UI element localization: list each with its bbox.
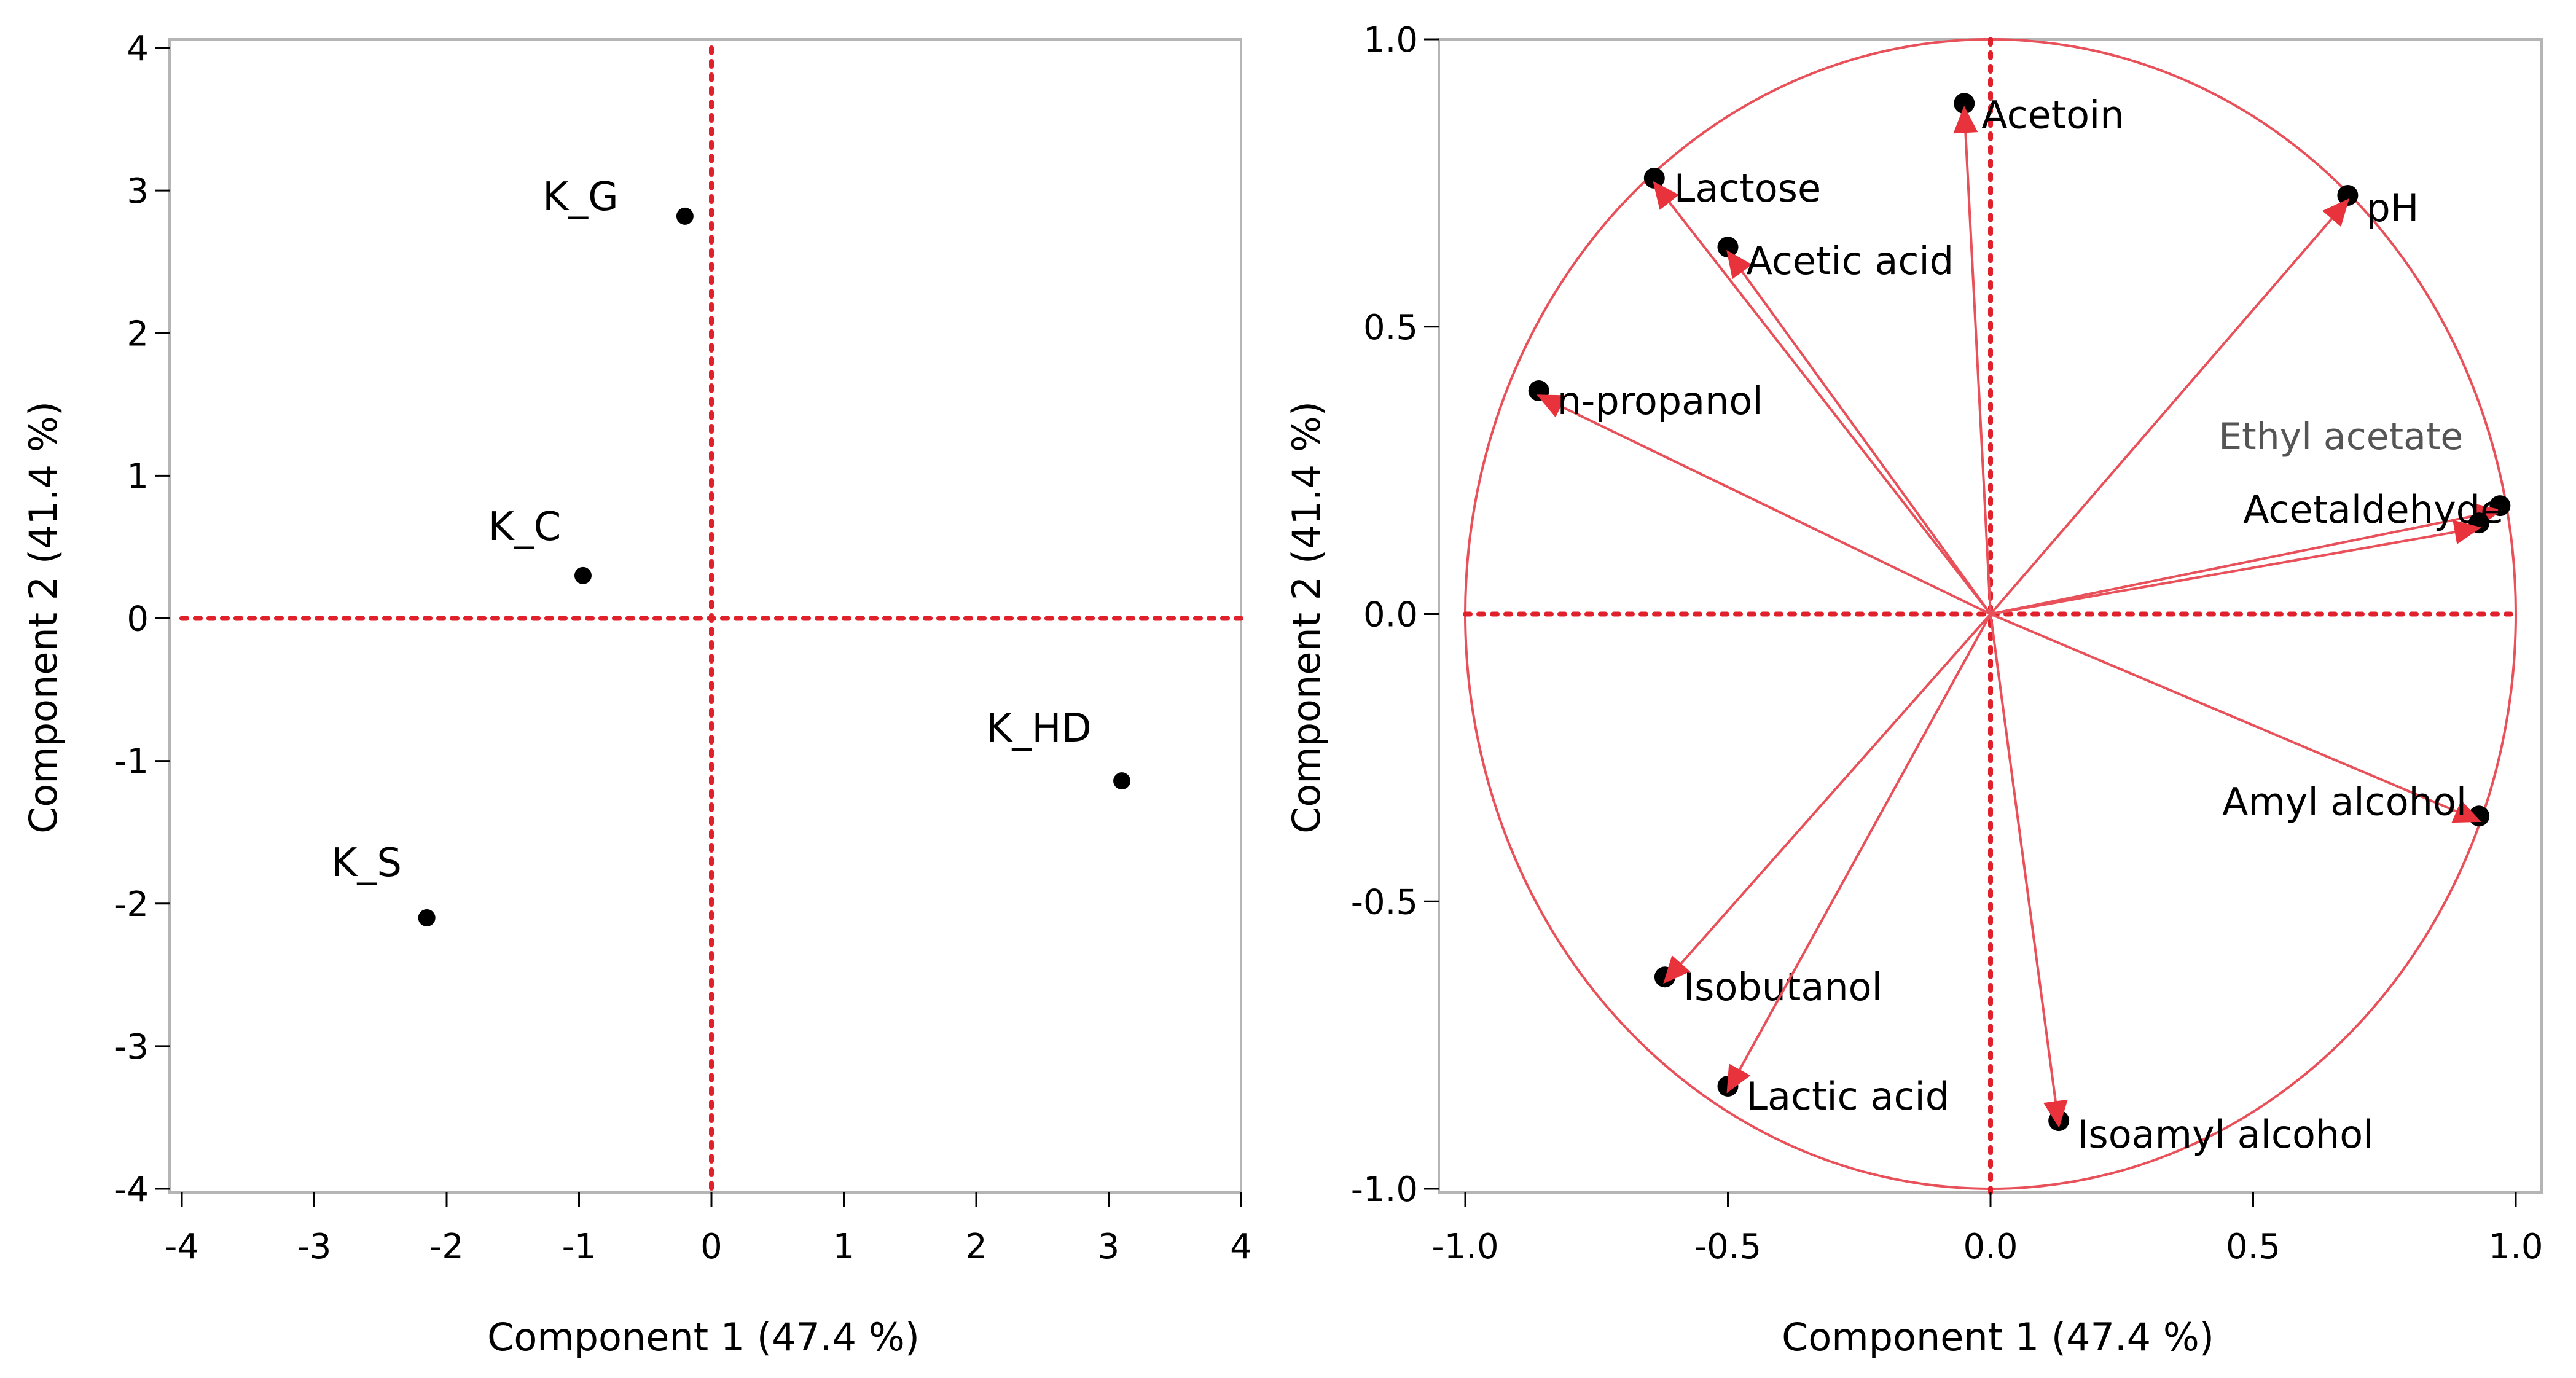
loading-arrowhead [1726,1063,1751,1094]
loading-arrowhead [2322,198,2350,227]
loading-label: Lactose [1674,166,1821,211]
score-plot-x-tick-label: -3 [297,1227,332,1267]
loading-arrowhead [1537,394,1567,418]
score-point-label: K_G [542,174,619,220]
loading-vector [1726,251,1992,615]
loading-plot-y-tick-label: 0.0 [1363,595,1418,635]
loading-plot-x-tick-label: -0.5 [1694,1227,1761,1267]
loading-label: Acetoin [1981,92,2124,137]
loading-marker [1954,93,1975,114]
loading-vector [1664,613,1992,983]
loading-label: Acetaldehyde [2243,487,2504,532]
loading-plot-x-tick-label: 1.0 [2488,1227,2543,1267]
loading-plot-x-tick-label: 0.5 [2226,1227,2280,1267]
loading-vector [1989,199,2349,615]
loading-label: Acetic acid [1747,238,1954,283]
loading-vector [1538,394,1991,616]
loading-marker [1643,167,1665,189]
loading-label: n-propanol [1557,378,1763,423]
loading-vector [1963,108,1992,614]
score-point [1113,772,1131,790]
score-plot-y-tick-label: 3 [127,171,149,211]
loading-label: Isobutanol [1683,965,1882,1009]
loading-arrowhead [1953,106,1978,134]
score-point-label: K_C [488,504,562,550]
loading-vector [1726,613,1992,1092]
score-point-label: K_S [331,840,402,886]
score-plot-y-tick-label: 2 [127,314,149,354]
score-plot-x-tick-label: 4 [1230,1227,1252,1267]
loading-arrowhead [1663,955,1691,984]
loading-plot-x-tick-label: -1.0 [1431,1227,1498,1267]
loading-arrowhead [2453,520,2482,544]
loading-plot-y-tick-label: -0.5 [1351,882,1418,922]
loading-plot-y-axis-title: Component 2 (41.4 %) [1284,401,1329,834]
loading-arrowhead [2451,800,2481,823]
loading-label: Amyl alcohol [2222,779,2467,824]
loading-plot-y-tick-label: 1.0 [1363,20,1418,60]
loading-marker [1717,237,1739,258]
score-plot-y-tick-label: -1 [114,742,149,782]
score-plot-x-tick-label: 0 [700,1227,722,1267]
score-plot-x-tick-label: -2 [429,1227,464,1267]
loading-vector [1989,614,2061,1126]
loading-plot-y-tick-label: 0.5 [1363,308,1418,348]
loading-label: Ethyl acetate [2218,415,2463,458]
score-plot-x-tick-label: -1 [562,1227,597,1267]
score-plot-y-tick-label: 4 [127,29,149,69]
loading-plot-x-tick-label: 0.0 [1963,1227,2018,1267]
score-point [418,909,436,926]
loading-plot-vectors: Acetoin Lactose pH Acetic acid n-propanol Eth… [1528,92,2511,1157]
score-plot-y-tick-label: 1 [127,456,149,496]
loading-vector [1653,182,1992,615]
score-plot-y-ticks: -4 -3 -2 -1 0 1 2 3 4 [114,29,170,1210]
loading-plot-x-ticks: -1.0 -0.5 0.0 0.5 1.0 [1431,1192,2543,1267]
loading-vector [1990,527,2480,616]
score-plot-x-ticks: -4 -3 -2 -1 0 1 2 3 4 [165,1192,1252,1267]
score-plot-x-axis-title: Component 1 (47.4 %) [487,1315,920,1360]
loading-arrowhead [1726,249,1753,280]
score-plot-y-axis-title: Component 2 (41.4 %) [21,401,66,834]
score-plot-x-tick-label: 3 [1098,1227,1120,1267]
loading-plot-x-axis-title: Component 1 (47.4 %) [1782,1315,2214,1360]
loading-plot-y-ticks: -1.0 -0.5 0.0 0.5 1.0 [1351,20,1439,1210]
score-plot-x-tick-label: -4 [165,1227,199,1267]
score-plot-reference-lines [179,45,1243,1195]
loading-arrowhead [1653,181,1680,210]
score-point [574,566,592,584]
loading-label: Isoamyl alcohol [2077,1112,2373,1157]
score-point-label: K_HD [986,706,1091,751]
score-plot-x-tick-label: 1 [833,1227,855,1267]
score-point [676,207,694,225]
loading-plot: -1.0 -0.5 0.0 0.5 1.0 -1.0 -0.5 0.0 0.5 1.0 Acet… [1284,20,2543,1360]
score-plot-x-tick-label: 2 [965,1227,987,1267]
loading-vector [1990,613,2480,823]
score-plot-y-tick-label: -4 [114,1170,149,1210]
score-plot-y-tick-label: -2 [114,885,149,925]
loading-label: Lactic acid [1747,1074,1950,1119]
loading-vector [1990,509,2500,616]
score-plot-frame [168,38,1242,1194]
loading-plot-y-tick-label: -1.0 [1351,1170,1418,1210]
loading-arrowhead [2043,1099,2068,1129]
score-plot-y-tick-label: 0 [127,600,149,640]
loading-marker [2337,184,2359,206]
score-plot-y-tick-label: -3 [114,1027,149,1067]
loading-label: pH [2366,186,2419,230]
score-plot-points: K_G K_C K_HD K_S [331,174,1131,926]
